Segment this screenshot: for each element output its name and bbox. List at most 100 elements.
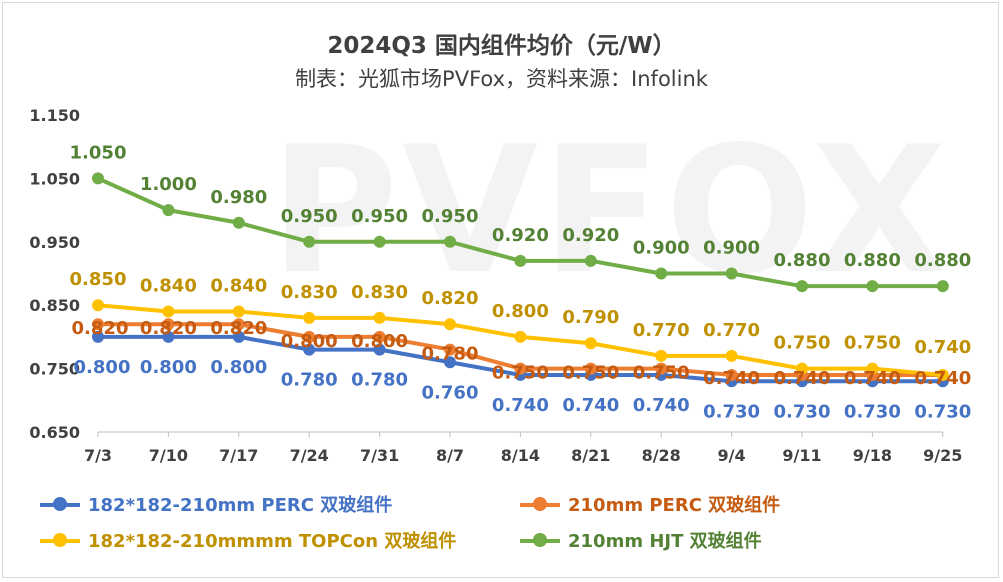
x-tick-label: 9/25 (923, 446, 962, 465)
data-label: 0.800 (210, 357, 267, 378)
data-point (162, 305, 175, 318)
y-tick-label: 1.150 (29, 106, 80, 125)
data-label: 0.740 (844, 368, 901, 389)
data-label: 0.730 (774, 401, 831, 422)
data-label: 0.920 (492, 225, 549, 246)
data-point (584, 362, 597, 375)
x-tick-label: 7/24 (290, 446, 329, 465)
data-label: 0.780 (281, 370, 338, 391)
data-label: 1.050 (70, 142, 127, 163)
x-tick-label: 7/10 (149, 446, 188, 465)
data-point (232, 318, 245, 331)
data-label: 0.830 (281, 282, 338, 303)
legend-label: 182*182-210mmmm TOPCon 双玻组件 (88, 531, 457, 552)
data-point (655, 349, 668, 362)
x-tick-label: 8/7 (436, 446, 464, 465)
data-point (725, 368, 738, 381)
data-point (514, 362, 527, 375)
data-label: 0.740 (492, 395, 549, 416)
data-point (725, 267, 738, 280)
data-label: 0.750 (633, 363, 690, 384)
y-tick-label: 0.950 (29, 233, 80, 252)
data-label: 0.730 (914, 401, 971, 422)
legend-swatch (40, 497, 80, 511)
data-label: 0.750 (562, 363, 619, 384)
x-tick-label: 9/4 (718, 446, 746, 465)
data-label: 0.820 (422, 288, 479, 309)
x-tick-label: 7/17 (219, 446, 258, 465)
data-point (866, 362, 879, 375)
data-label: 0.820 (140, 318, 197, 339)
data-label: 0.850 (70, 269, 127, 290)
data-point (725, 349, 738, 362)
legend-item-210-perc: 210mm PERC 双玻组件 (520, 491, 780, 517)
x-tick-label: 8/14 (501, 446, 540, 465)
data-label: 0.800 (140, 357, 197, 378)
x-tick-label: 7/3 (84, 446, 112, 465)
data-label: 0.750 (774, 333, 831, 354)
data-label: 0.840 (140, 276, 197, 297)
data-point (444, 235, 456, 248)
legend-label: 210mm HJT 双玻组件 (568, 531, 762, 552)
data-label: 0.950 (281, 206, 338, 227)
data-point (936, 280, 949, 293)
data-label: 0.840 (210, 276, 267, 297)
data-point (162, 318, 175, 331)
data-label: 0.880 (844, 250, 901, 271)
data-label: 0.730 (844, 401, 901, 422)
data-point (232, 330, 245, 343)
data-label: 0.740 (774, 368, 831, 389)
y-tick-label: 0.650 (29, 423, 80, 442)
data-point (303, 235, 316, 248)
data-label: 0.900 (633, 238, 690, 259)
legend-item-182-topcon: 182*182-210mmmm TOPCon 双玻组件 (40, 527, 456, 553)
chart-title: 2024Q3 国内组件均价（元/W） (327, 33, 676, 59)
y-tick-label: 0.750 (29, 360, 80, 379)
legend-swatch (40, 533, 80, 547)
data-point (232, 216, 245, 229)
data-label: 0.770 (703, 320, 760, 341)
data-label: 0.750 (492, 363, 549, 384)
data-point (92, 318, 104, 331)
data-point (936, 368, 949, 381)
data-point (92, 299, 104, 312)
data-label: 0.800 (74, 357, 131, 378)
data-point (162, 330, 175, 343)
x-tick-label: 9/11 (782, 446, 821, 465)
data-point (92, 330, 104, 343)
data-label: 0.740 (914, 368, 971, 389)
legend-label: 210mm PERC 双玻组件 (568, 495, 781, 516)
data-point (655, 267, 668, 280)
y-tick-label: 0.850 (29, 296, 80, 315)
data-label: 0.820 (210, 318, 267, 339)
data-point (373, 311, 386, 324)
data-label: 0.950 (351, 206, 408, 227)
legend-item-182-perc: 182*182-210mm PERC 双玻组件 (40, 491, 392, 517)
data-point (514, 254, 527, 267)
data-label: 0.770 (633, 320, 690, 341)
data-label: 0.760 (422, 382, 479, 403)
data-point (232, 305, 245, 318)
data-label: 0.790 (562, 307, 619, 328)
watermark: PVFOX (270, 110, 951, 313)
data-point (373, 330, 386, 343)
data-point (444, 356, 456, 369)
data-label: 0.900 (703, 238, 760, 259)
data-point (866, 280, 879, 293)
legend-label: 182*182-210mm PERC 双玻组件 (88, 495, 393, 516)
data-point (303, 330, 316, 343)
data-point (444, 343, 456, 356)
data-label: 0.830 (351, 282, 408, 303)
data-point (796, 280, 808, 293)
data-point (92, 172, 104, 185)
data-label: 0.750 (844, 333, 901, 354)
data-point (162, 204, 175, 217)
data-point (514, 330, 527, 343)
x-tick-label: 8/21 (571, 446, 610, 465)
data-label: 0.800 (351, 331, 408, 352)
data-point (584, 254, 597, 267)
data-label: 0.740 (914, 337, 971, 358)
data-label: 0.740 (633, 395, 690, 416)
